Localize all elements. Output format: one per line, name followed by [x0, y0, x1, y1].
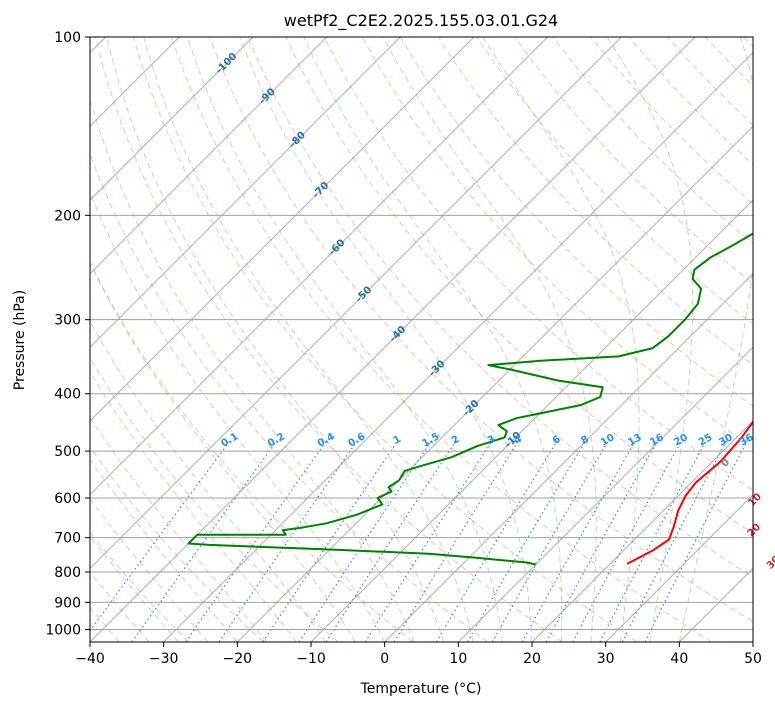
dry-adiabat: [90, 260, 414, 642]
moist-adiabat: [90, 571, 150, 642]
isotherm-line: [90, 37, 622, 570]
y-tick-label: 900: [54, 595, 81, 611]
background-lines: [90, 37, 753, 642]
moist-adiabat: [90, 320, 327, 642]
mixing-ratio-label: 1: [392, 434, 404, 447]
dry-adiabat: [90, 446, 264, 642]
y-tick-label: 1000: [45, 622, 81, 638]
moist-adiabat: [106, 37, 445, 642]
x-tick-label: 10: [449, 651, 467, 667]
mixing-ratio-line: [572, 440, 683, 642]
moist-adiabat: [90, 458, 238, 642]
x-axis: −40 −30 −20 −10 0 10 20 30 40 50: [75, 642, 762, 667]
isotherm-line: [236, 125, 753, 642]
dry-adiabat: [285, 37, 753, 535]
dry-adiabat: [323, 37, 753, 491]
x-tick-label: 30: [597, 651, 615, 667]
mixing-ratio-line: [435, 440, 558, 642]
isotherm-line: [90, 37, 549, 496]
temperature-line: [626, 420, 753, 565]
mixing-ratio-label: 3: [486, 434, 498, 447]
moist-adiabat: [382, 37, 597, 642]
y-tick-label: 100: [54, 30, 81, 46]
mixing-ratio-line: [131, 440, 278, 642]
moist-adiabat: [239, 37, 533, 642]
x-tick-label: −20: [223, 651, 253, 667]
mixing-ratio-line: [466, 440, 587, 642]
x-tick-label: 0: [380, 651, 389, 667]
moist-adiabat: [90, 261, 356, 642]
isotherm-line: [384, 272, 753, 642]
isotherm-line: [90, 37, 328, 275]
chart-title: wetPf2_C2E2.2025.155.03.01.G24: [284, 11, 558, 31]
moist-adiabat: [90, 535, 179, 642]
mixing-ratio-line: [545, 440, 659, 642]
y-tick-label: 300: [54, 313, 81, 329]
x-tick-label: −10: [296, 651, 326, 667]
y-axis-title: Pressure (hPa): [12, 290, 28, 390]
mixing-ratio-line: [491, 440, 609, 642]
mixing-ratio-line: [644, 440, 748, 642]
dry-adiabat: [476, 37, 753, 325]
series-lines: [187, 232, 753, 566]
isotherm-line: [531, 420, 753, 642]
y-tick-label: 500: [54, 444, 81, 460]
mixing-ratio-line: [298, 440, 432, 642]
mixing-ratio-line: [599, 440, 707, 642]
moist-adiabat: [90, 190, 386, 642]
x-tick-label: 20: [523, 651, 541, 667]
x-tick-label: −30: [149, 651, 179, 667]
y-tick-label: 700: [54, 531, 81, 547]
y-tick-label: 600: [54, 491, 81, 507]
plot-frame: [89, 36, 754, 643]
y-axis: 100 200 300 400 500 600 700 800 900 1000: [45, 30, 90, 638]
moist-adiabat: [303, 37, 563, 642]
dry-adiabat: [209, 37, 753, 623]
x-tick-label: 50: [744, 651, 762, 667]
y-tick-label: 400: [54, 387, 81, 403]
dry-adiabat: [132, 37, 638, 642]
x-axis-title: Temperature (°C): [360, 681, 482, 697]
mixing-ratio-line: [621, 440, 728, 642]
x-tick-label: −40: [75, 651, 105, 667]
x-tick-label: 40: [670, 651, 688, 667]
moist-adiabat: [143, 37, 474, 642]
moist-adiabat: [678, 37, 753, 642]
mixing-ratio-label: 6: [551, 434, 563, 447]
y-tick-label: 800: [54, 565, 81, 581]
isotherm-line: [163, 51, 753, 642]
isotherm-line: [605, 493, 753, 642]
moist-adiabat: [187, 37, 503, 642]
mixing-ratio-label: 2: [450, 434, 462, 447]
isotherm-line: [90, 37, 254, 201]
isotherm-line: [310, 199, 753, 642]
isotherm-line: [457, 346, 753, 642]
mixing-ratio-line: [393, 440, 520, 642]
mixing-ratio-line: [521, 440, 637, 642]
moist-adiabat: [90, 416, 268, 642]
dewpoint-line: [187, 232, 753, 566]
moist-adiabat: [482, 37, 640, 642]
dry-adiabat: [171, 37, 712, 642]
dry-adiabat: [514, 37, 753, 285]
mixing-ratio-label: 4: [512, 434, 524, 447]
moist-adiabat: [606, 37, 694, 642]
mixing-ratio-label: 8: [579, 434, 591, 447]
moist-adiabat: [90, 370, 297, 642]
grid-lines: [90, 37, 753, 642]
isotherm-line: [90, 37, 401, 349]
mixing-ratio-line: [185, 440, 328, 642]
dry-adiabat: [94, 37, 563, 642]
moist-adiabat: [90, 497, 209, 642]
dry-adiabat-label: 30: [765, 554, 775, 572]
mixing-ratio-line: [364, 440, 493, 642]
dry-adiabat: [247, 37, 753, 578]
isotherm-line: [90, 37, 475, 422]
y-tick-label: 200: [54, 208, 81, 224]
